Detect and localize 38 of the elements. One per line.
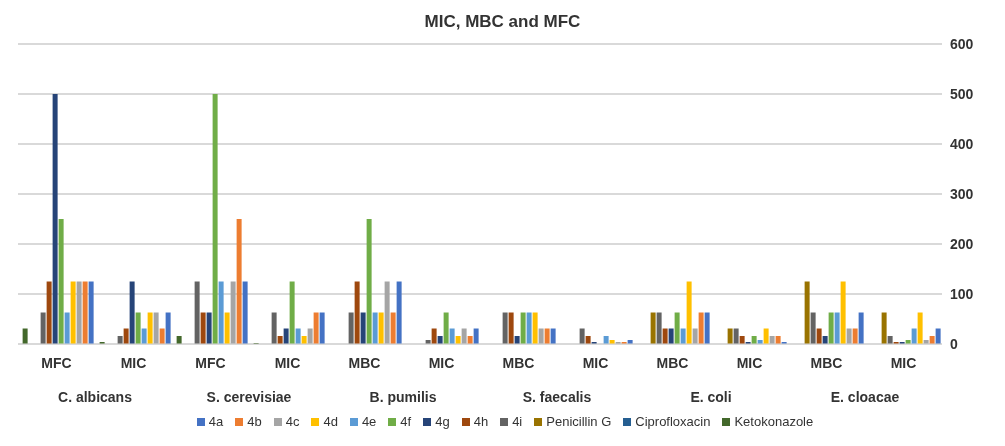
legend-label: 4f — [400, 414, 412, 429]
text: C. albicans — [58, 389, 133, 405]
x-tick-label: MIC — [120, 355, 147, 371]
legend-label: 4b — [247, 414, 262, 429]
text: S. cerevisiae — [206, 389, 292, 405]
chart-title: MIC, MBC and MFC — [423, 11, 582, 33]
x-tick-label: MFC — [41, 355, 72, 371]
x-tick-label: MIC — [736, 355, 763, 371]
legend-label: 4i — [512, 414, 523, 429]
x-tick-label: MFC — [195, 355, 226, 371]
x-tick-label: MIC — [582, 355, 609, 371]
x-tick-label: MBC — [502, 355, 535, 371]
legend-label: 4g — [435, 414, 450, 429]
legend-label: Ciprofloxacin — [635, 414, 711, 429]
y-tick-label: 500 — [950, 85, 974, 102]
legend-label: 4h — [473, 414, 489, 429]
x-tick-label: MBC — [810, 355, 843, 371]
legend-label: Penicillin G — [546, 414, 612, 429]
text: B. pumilis — [369, 389, 437, 405]
x-tick-label: MBC — [656, 355, 689, 371]
x-tick-label: MBC — [348, 355, 381, 371]
text: E. coli — [690, 389, 732, 405]
y-tick-label: 600 — [950, 35, 974, 52]
x-tick-label: MIC — [890, 355, 917, 371]
legend-label: Ketokonazole — [734, 414, 814, 429]
y-tick-label: 0 — [950, 335, 958, 352]
x-tick-label: MIC — [274, 355, 301, 371]
legend-label: 4c — [285, 414, 300, 429]
y-tick-label: 400 — [950, 135, 974, 152]
legend-label: 4e — [361, 414, 377, 429]
y-tick-label: 300 — [950, 185, 974, 202]
legend-label: 4d — [323, 414, 338, 429]
y-tick-label: 200 — [950, 235, 974, 252]
x-tick-label: MIC — [428, 355, 455, 371]
text: E. cloacae — [830, 389, 900, 405]
y-tick-label: 100 — [950, 285, 974, 302]
text: S. faecalis — [522, 389, 592, 405]
legend-label: 4a — [208, 414, 224, 429]
